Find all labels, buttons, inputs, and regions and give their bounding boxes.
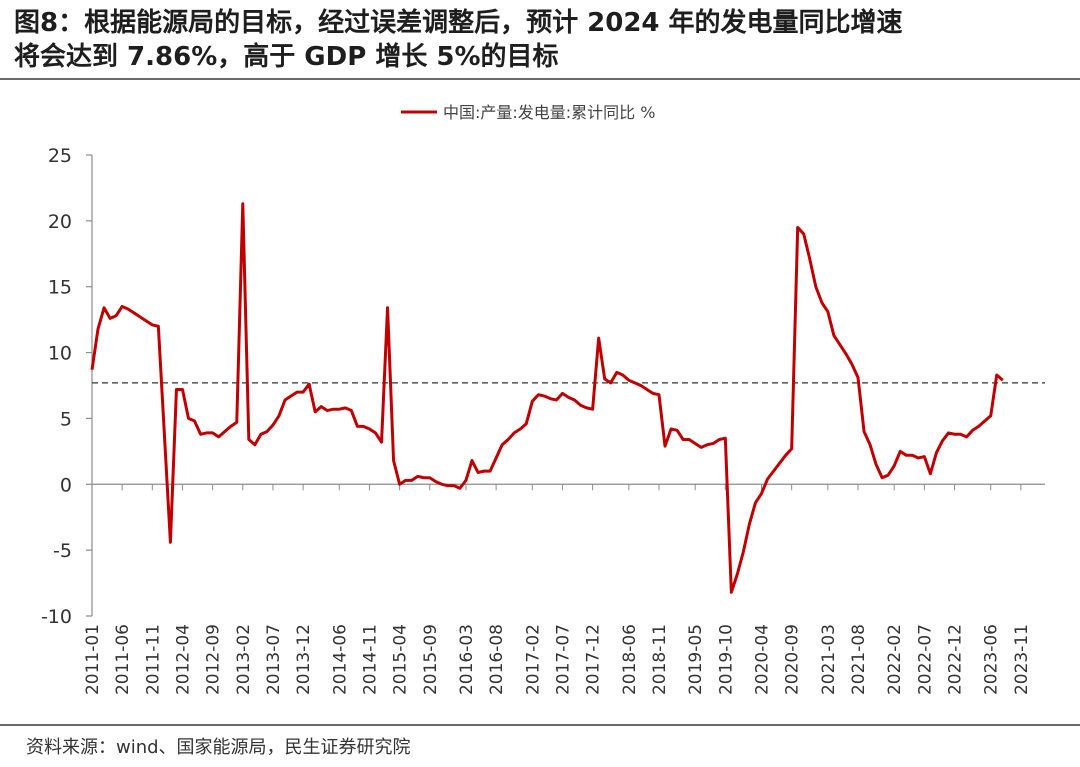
source-note: 资料来源：wind、国家能源局，民生证券研究院 (26, 737, 411, 758)
line-chart: 中国:产量:发电量:累计同比 % -10 -5 0 5 10 15 20 25 2011-01 2… (41, 103, 1045, 695)
x-tick-label: 2017-02 (523, 624, 543, 695)
x-tick-label: 2020-04 (753, 624, 773, 695)
figure-title: 图8：根据能源局的目标，经过误差调整后，预计 2024 年的发电量同比增速 将会… (14, 6, 1064, 74)
x-tick-label: 2012-04 (173, 624, 193, 695)
x-tick-label: 2023-11 (1012, 624, 1032, 695)
x-tick-label: 2012-09 (204, 624, 224, 695)
x-tick-label: 2011-06 (113, 624, 133, 695)
x-tick-label: 2022-12 (946, 624, 966, 695)
x-tick-label: 2018-06 (620, 624, 640, 695)
x-tick-label: 2018-11 (650, 624, 670, 695)
legend-label: 中国:产量:发电量:累计同比 % (443, 103, 655, 122)
x-tick-label: 2013-12 (294, 624, 314, 695)
x-tick-label: 2013-07 (264, 624, 284, 695)
x-tick-label: 2011-01 (83, 624, 103, 695)
axes: -10 -5 0 5 10 15 20 25 2011-01 2011-06 2011-11 2012… (41, 145, 1045, 695)
x-tick-label: 2015-09 (421, 624, 441, 695)
x-tick-label: 2011-11 (143, 624, 163, 695)
x-tick-label: 2014-06 (330, 624, 350, 695)
y-tick-label: 20 (48, 211, 72, 233)
y-tick-label: 25 (48, 145, 72, 167)
x-tick-label: 2017-07 (553, 624, 573, 695)
y-tick-label: -10 (41, 606, 72, 628)
source-divider (0, 724, 1080, 726)
figure-title-line-2: 将会达到 7.86%，高于 GDP 增长 5%的目标 (14, 42, 559, 72)
x-tick-label: 2013-02 (234, 624, 254, 695)
x-tick-label: 2022-02 (885, 624, 905, 695)
title-divider (0, 78, 1080, 80)
figure-title-line-1: 图8：根据能源局的目标，经过误差调整后，预计 2024 年的发电量同比增速 (14, 8, 903, 38)
legend: 中国:产量:发电量:累计同比 % (401, 103, 655, 122)
x-tick-label: 2021-08 (849, 624, 869, 695)
y-tick-label: 0 (60, 474, 72, 496)
y-tick-label: 15 (48, 277, 72, 299)
x-tick-label: 2016-08 (487, 624, 507, 695)
series-group (90, 202, 1004, 594)
y-tick-label: 5 (60, 408, 72, 430)
x-tick-label: 2022-07 (915, 624, 935, 695)
y-tick-label: -5 (53, 540, 72, 562)
x-tick-label: 2021-03 (819, 624, 839, 695)
x-tick-label: 2023-06 (982, 624, 1002, 695)
x-tick-label: 2020-09 (783, 624, 803, 695)
series-line-power-generation (90, 202, 1004, 594)
x-tick-label: 2019-05 (686, 624, 706, 695)
x-tick-label: 2016-03 (457, 624, 477, 695)
x-tick-label: 2014-11 (360, 624, 380, 695)
y-tick-label: 10 (48, 343, 72, 365)
x-tick-label: 2015-04 (391, 624, 411, 695)
x-tick-label: 2017-12 (584, 624, 604, 695)
x-tick-label: 2019-10 (716, 624, 736, 695)
